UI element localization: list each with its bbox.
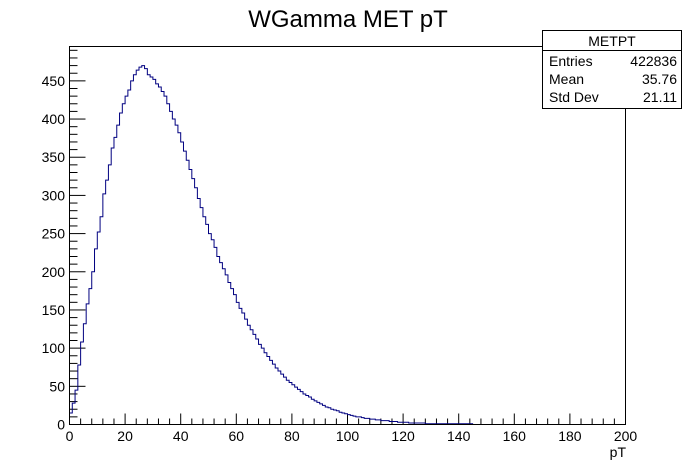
y-tick-labels: 0 50 100 150 200 250 300 350 400 450	[42, 73, 66, 433]
y-tick-label: 450	[42, 73, 66, 89]
x-axis-label: pT	[610, 444, 627, 460]
x-tick-label: 80	[284, 428, 300, 444]
stats-stddev-value: 21.11	[643, 89, 677, 105]
stats-mean-value: 35.76	[642, 71, 677, 87]
stats-entries-label: Entries	[549, 53, 593, 69]
x-tick-label: 180	[558, 428, 582, 444]
x-tick-label: 100	[336, 428, 360, 444]
chart-title: WGamma MET pT	[248, 6, 448, 33]
x-tick-label: 40	[173, 428, 189, 444]
x-tick-label: 200	[614, 428, 638, 444]
y-tick-label: 350	[42, 149, 66, 165]
y-tick-label: 100	[42, 340, 66, 356]
y-tick-label: 200	[42, 264, 66, 280]
y-tick-label: 250	[42, 226, 66, 242]
stats-stddev-label: Std Dev	[549, 89, 599, 105]
x-tick-labels: 0 20 40 60 80 100 120 140 160 180 200	[66, 428, 638, 444]
stats-box-name: METPT	[588, 33, 636, 49]
y-tick-label: 300	[42, 187, 66, 203]
x-tick-label: 120	[391, 428, 415, 444]
y-tick-label: 150	[42, 302, 66, 318]
x-tick-label: 140	[447, 428, 471, 444]
stats-entries-value: 422836	[630, 53, 677, 69]
x-tick-label: 60	[229, 428, 245, 444]
plot-frame	[69, 46, 626, 425]
y-tick-label: 400	[42, 111, 66, 127]
stats-box-frame	[542, 30, 682, 109]
x-tick-label: 20	[117, 428, 133, 444]
y-tick-label: 50	[49, 378, 65, 394]
stats-mean-label: Mean	[549, 71, 584, 87]
x-tick-label: 0	[66, 428, 74, 444]
x-tick-label: 160	[503, 428, 527, 444]
stats-box: METPT Entries 422836 Mean 35.76 Std Dev …	[542, 30, 682, 109]
y-tick-label: 0	[57, 417, 65, 433]
